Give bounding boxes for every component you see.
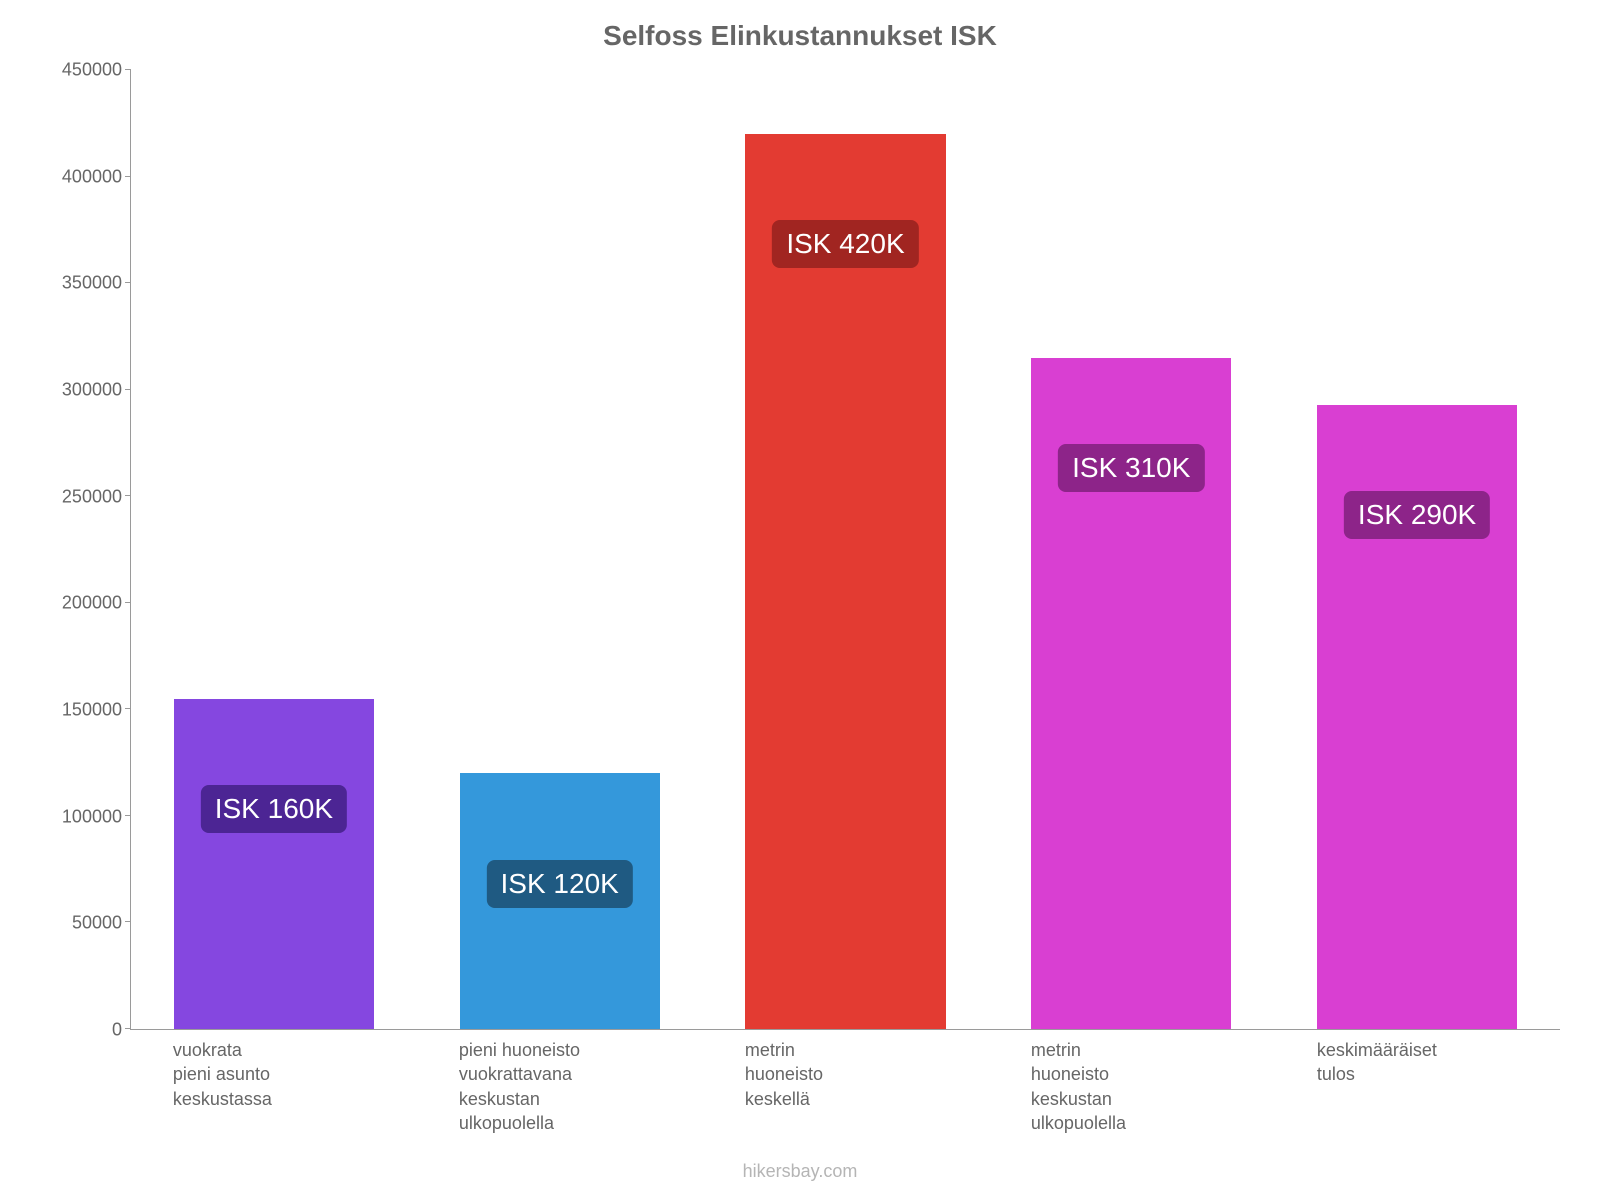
y-tick-mark	[125, 282, 131, 283]
y-tick-mark	[125, 602, 131, 603]
y-tick-mark	[125, 921, 131, 922]
y-tick-label: 350000	[62, 273, 122, 294]
y-tick-mark	[125, 815, 131, 816]
y-tick-label: 200000	[62, 593, 122, 614]
y-tick-mark	[125, 389, 131, 390]
plot-row: 0500001000001500002000002500003000003500…	[40, 70, 1560, 1030]
y-tick-label: 0	[112, 1020, 122, 1041]
y-tick-mark	[125, 69, 131, 70]
bar-value-label: ISK 120K	[487, 860, 633, 908]
x-axis-label: keskimääräiset tulos	[1317, 1038, 1600, 1087]
x-axis-label: metrin huoneisto keskustan ulkopuolella	[1031, 1038, 1317, 1135]
bar-slot: ISK 420K	[745, 70, 945, 1029]
bar-value-label: ISK 290K	[1344, 491, 1490, 539]
bar	[174, 699, 374, 1029]
y-tick-mark	[125, 1028, 131, 1029]
bar-slot: ISK 120K	[460, 70, 660, 1029]
y-tick-label: 300000	[62, 380, 122, 401]
plot-area: ISK 160K ISK 120K ISK 420K ISK 310K ISK 290K	[130, 70, 1560, 1030]
y-tick-label: 50000	[72, 913, 122, 934]
x-axis-label: vuokrata pieni asunto keskustassa	[173, 1038, 459, 1111]
chart-title: Selfoss Elinkustannukset ISK	[40, 20, 1560, 52]
y-tick-label: 100000	[62, 806, 122, 827]
bar-value-label: ISK 420K	[772, 220, 918, 268]
y-tick-mark	[125, 495, 131, 496]
y-tick-mark	[125, 708, 131, 709]
bar-slot: ISK 160K	[174, 70, 374, 1029]
y-axis: 0500001000001500002000002500003000003500…	[40, 70, 130, 1030]
bar-slot: ISK 310K	[1031, 70, 1231, 1029]
y-tick-label: 250000	[62, 486, 122, 507]
y-tick-label: 450000	[62, 60, 122, 81]
bar-slot: ISK 290K	[1317, 70, 1517, 1029]
x-axis: vuokrata pieni asunto keskustassapieni h…	[130, 1030, 1560, 1180]
bar-value-label: ISK 160K	[201, 785, 347, 833]
y-tick-label: 150000	[62, 700, 122, 721]
x-axis-label: metrin huoneisto keskellä	[745, 1038, 1031, 1111]
y-tick-label: 400000	[62, 166, 122, 187]
chart-container: Selfoss Elinkustannukset ISK 0 50000 10000…	[0, 0, 1600, 1200]
x-axis-label: pieni huoneisto vuokrattavana keskustan …	[459, 1038, 745, 1135]
bar-value-label: ISK 310K	[1058, 444, 1204, 492]
y-tick-mark	[125, 176, 131, 177]
watermark: hikersbay.com	[0, 1161, 1600, 1182]
